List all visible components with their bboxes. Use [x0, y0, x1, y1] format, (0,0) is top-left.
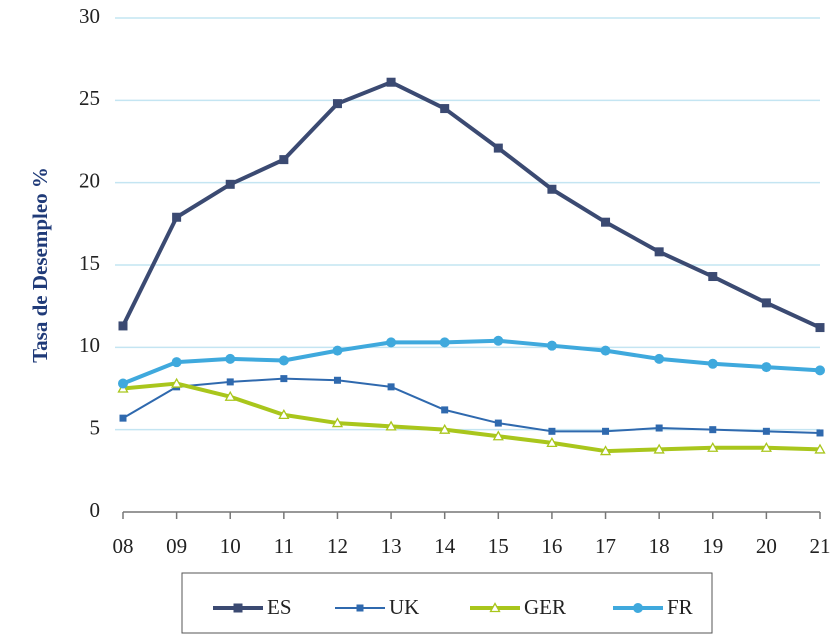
marker — [815, 323, 825, 333]
y-tick-label: 0 — [90, 498, 101, 522]
legend-label: GER — [524, 595, 566, 619]
marker — [548, 427, 556, 435]
marker — [333, 376, 341, 384]
marker — [708, 272, 718, 282]
x-tick-label: 10 — [220, 534, 241, 558]
marker — [654, 353, 665, 364]
marker — [761, 362, 772, 373]
y-tick-label: 15 — [79, 251, 100, 275]
marker — [385, 420, 397, 431]
marker — [653, 443, 665, 454]
series-line — [122, 338, 821, 386]
marker — [493, 335, 504, 346]
marker — [655, 424, 663, 432]
marker — [547, 184, 557, 194]
marker — [119, 414, 127, 422]
marker — [761, 298, 771, 308]
x-tick-label: 14 — [434, 534, 456, 558]
marker — [600, 345, 611, 356]
x-tick-label: 21 — [810, 534, 831, 558]
marker — [440, 104, 450, 114]
x-tick-label: 08 — [113, 534, 134, 558]
x-tick-label: 09 — [166, 534, 187, 558]
marker — [546, 437, 558, 447]
marker — [387, 383, 395, 391]
marker — [602, 427, 610, 435]
marker — [599, 445, 612, 456]
legend-label: FR — [667, 595, 693, 619]
marker — [278, 409, 290, 419]
marker — [225, 179, 235, 189]
marker — [280, 375, 288, 383]
legend-label: ES — [267, 595, 292, 619]
marker — [439, 337, 450, 348]
marker — [225, 353, 236, 364]
marker — [493, 143, 503, 153]
marker — [279, 155, 289, 165]
x-tick-label: 16 — [541, 534, 562, 558]
y-tick-label: 20 — [79, 168, 100, 192]
marker — [439, 423, 451, 434]
marker — [278, 355, 289, 366]
y-tick-label: 30 — [79, 4, 100, 28]
y-tick-label: 25 — [79, 86, 100, 110]
marker — [172, 212, 182, 222]
x-tick-label: 19 — [702, 534, 723, 558]
legend-marker — [633, 603, 643, 613]
legend-label: UK — [389, 595, 419, 619]
marker — [494, 419, 502, 427]
marker — [814, 443, 826, 454]
marker — [118, 378, 128, 389]
marker — [331, 417, 344, 428]
legend-marker — [233, 603, 243, 613]
series-line — [122, 381, 821, 454]
legend-box — [181, 572, 713, 634]
marker — [601, 217, 611, 227]
marker — [709, 426, 717, 434]
x-tick-label: 15 — [488, 534, 509, 558]
y-tick-label: 5 — [90, 415, 101, 439]
y-axis-label: Tasa de Desempleo % — [28, 167, 52, 363]
marker — [332, 345, 343, 356]
x-tick-label: 12 — [327, 534, 348, 558]
legend-marker — [356, 604, 364, 612]
marker — [171, 377, 183, 388]
x-tick-label: 20 — [756, 534, 777, 558]
marker — [171, 357, 182, 368]
marker — [224, 390, 236, 401]
marker — [816, 429, 824, 437]
x-tick-label: 17 — [595, 534, 616, 558]
series-line — [121, 80, 821, 330]
x-tick-label: 13 — [381, 534, 402, 558]
x-tick-label: 18 — [649, 534, 670, 558]
marker — [546, 340, 557, 351]
marker — [386, 337, 397, 348]
marker — [762, 427, 770, 435]
marker — [707, 441, 719, 452]
legend-marker — [489, 602, 501, 613]
marker — [707, 358, 718, 369]
marker — [815, 365, 825, 376]
marker — [226, 378, 234, 386]
marker — [760, 441, 772, 452]
marker — [441, 406, 449, 414]
marker — [492, 430, 504, 441]
x-tick-label: 11 — [274, 534, 294, 558]
marker — [118, 321, 128, 331]
marker — [332, 99, 342, 109]
marker — [654, 247, 664, 257]
series-line — [122, 377, 821, 434]
y-tick-label: 10 — [79, 333, 100, 357]
marker — [386, 77, 396, 87]
